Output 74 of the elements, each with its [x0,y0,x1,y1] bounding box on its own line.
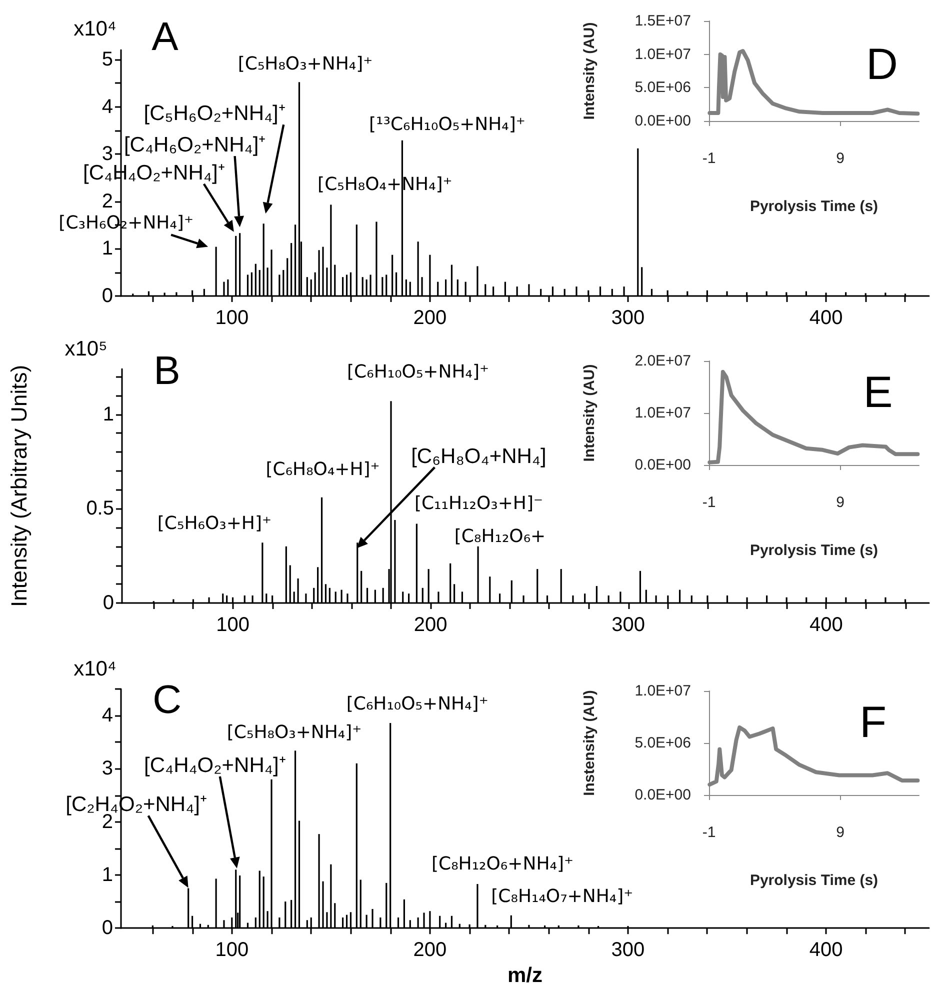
x-tick-label: 9 [836,494,844,511]
x-tick-label: 100 [216,614,250,636]
y-tick-label: 5 [102,48,113,70]
y-tick-label: 0 [102,285,113,307]
y-tick-label: 0.5 [86,498,114,520]
x-axis-title: m/z [507,964,543,987]
chart-title: A [152,15,179,60]
x-tick-label: 400 [809,614,843,636]
y-tick-label: 1 [102,403,114,426]
x-tick-label: 100 [215,939,249,962]
x-tick-label: 300 [611,939,645,962]
annotation: [C₆H₈O₄+H]⁺ [266,458,380,480]
y-tick-label: 4 [102,96,113,118]
annotation: [C₄H₄O₂+NH₄]⁺ [144,754,286,777]
y-tick-label: 5.0E+06 [634,734,691,752]
x-tick-label: -1 [702,824,716,841]
text: x10⁵ [64,338,108,360]
annotation: [C₁₁H₁₂O₃+H]⁻ [414,493,543,514]
y-tick-label: 0.0E+00 [634,456,691,474]
x-tick-label: 300 [612,614,646,636]
annotation: [C₆H₈O₄+NH₄] [411,444,546,468]
y-axis-title: Intensity (Arbitrary Units) [6,364,32,608]
x-tick-label: 300 [611,307,645,329]
annotation: [C₆H₁₀O₅+NH₄]⁺ [347,362,489,383]
y-tick-label: 0 [102,917,113,940]
chart-title: E [863,368,893,418]
y-tick-label: 1.0E+07 [634,46,691,63]
y-tick-label: 4 [102,704,113,727]
annotation: [C₅H₈O₃+NH₄]⁺ [226,722,362,744]
y-tick-label: 1.0E+07 [634,404,691,422]
chart-title: C [152,678,182,722]
x-tick-label: -1 [702,494,716,511]
x-tick-label: 200 [414,614,448,636]
y-tick-label: 2 [102,810,113,833]
text: x10⁴ [74,658,116,680]
annotation: [C₆H₁₀O₅+NH₄]⁺ [346,694,488,715]
y-tick-label: 0.0E+00 [634,786,691,804]
x-axis-title: Pyrolysis Time (s) [750,198,878,215]
x-axis-title: Pyrolysis Time (s) [750,542,878,559]
y-tick-label: 1 [102,238,113,260]
annotation: [C₅H₆O₂+NH₄]⁺ [144,102,286,126]
chart-title: B [154,349,180,394]
y-tick-label: 1.5E+07 [634,12,691,30]
y-tick-label: 2.0E+07 [634,352,691,370]
x-tick-label: 100 [215,307,249,329]
y-tick-label: 1 [102,864,113,886]
y-tick-label: 2 [102,190,113,212]
y-tick-label: 3 [102,143,113,166]
x-tick-label: 9 [836,150,844,167]
annotation: [¹³C₆H₁₀O₅+NH₄]⁺ [369,114,526,135]
y-axis-title: Intensity (AU) [581,364,598,462]
y-axis-title: Intensity (AU) [581,22,598,120]
x-tick-label: -1 [702,150,716,167]
y-tick-label: 1.0E+07 [634,682,691,700]
x-tick-label: 400 [809,307,843,329]
y-axis-title: Instensity (AU) [581,690,598,796]
y-tick-label: 3 [102,758,113,780]
x-tick-label: 200 [413,939,447,962]
annotation: [C₈H₁₂O₆+NH₄]⁺ [431,854,574,874]
annotation: [C₄H₆O₂+NH₄]⁺ [124,134,266,157]
annotation: [C₅H₆O₃+H]⁺ [157,513,272,534]
annotation: [C₈H₁₄O₇+NH₄]⁺ [491,886,634,907]
x-tick-label: 9 [836,824,844,841]
y-tick-label: 5.0E+06 [634,79,691,96]
annotation: [C₈H₁₂O₆+ [454,526,546,547]
x-tick-label: 200 [413,307,447,329]
chart-title: F [860,698,886,748]
annotation: [C₅H₈O₃+NH₄]⁺ [238,54,373,75]
chart-title: D [866,40,898,90]
text: x10⁴ [74,18,116,40]
y-tick-label: 0 [102,592,114,614]
y-tick-label: 0.0E+00 [634,112,691,130]
x-tick-label: 400 [809,939,843,962]
x-axis-title: Pyrolysis Time (s) [750,872,878,889]
